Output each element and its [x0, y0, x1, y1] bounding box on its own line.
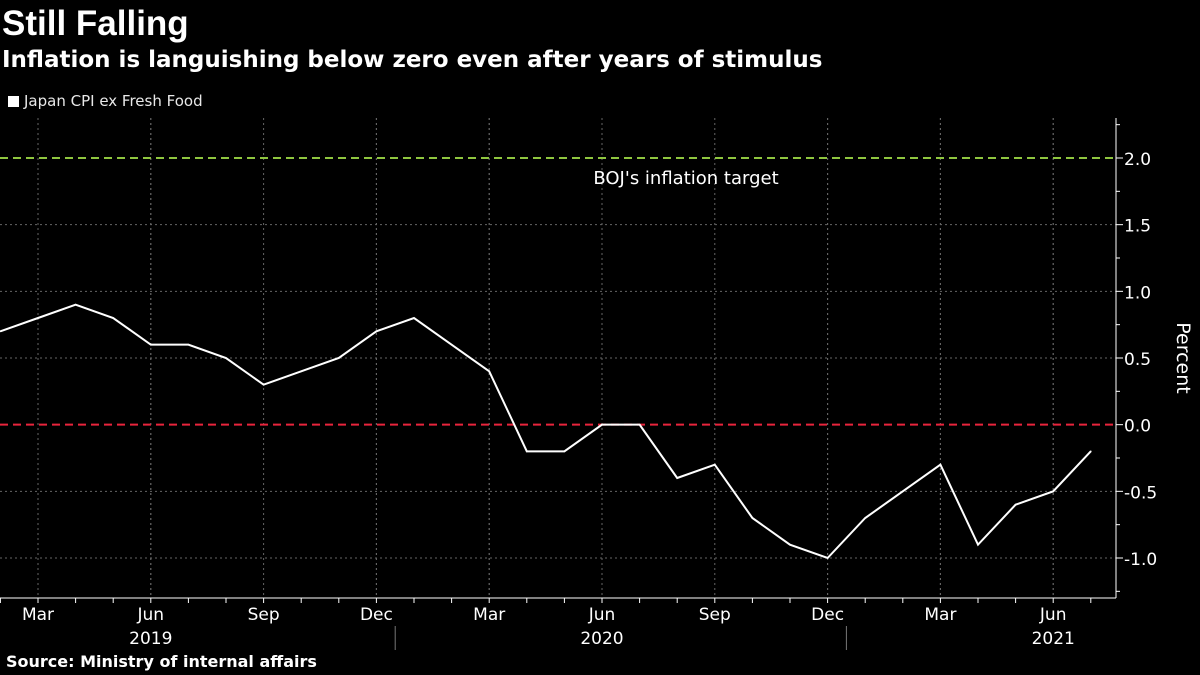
target-annotation: BOJ's inflation target	[593, 168, 778, 189]
data-point	[826, 557, 829, 559]
y-tick-label: 2.0	[1124, 150, 1151, 170]
y-tick-label: -1.0	[1124, 550, 1157, 570]
data-point	[1052, 490, 1054, 493]
data-point	[939, 463, 942, 466]
data-point	[413, 317, 415, 319]
data-point	[638, 423, 641, 426]
data-point	[526, 450, 528, 453]
x-tick-label: Jun	[588, 605, 616, 625]
data-point	[300, 370, 303, 373]
legend: Japan CPI ex Fresh Food	[8, 90, 203, 112]
y-tick-label: -0.5	[1124, 483, 1157, 503]
y-tick-label: 0.0	[1124, 417, 1151, 437]
data-point	[601, 423, 603, 426]
data-point	[676, 477, 678, 479]
x-tick-label: Sep	[248, 605, 280, 625]
data-point	[338, 357, 340, 359]
chart-subtitle: Inflation is languishing below zero even…	[2, 47, 823, 73]
data-point	[563, 450, 566, 453]
legend-label: Japan CPI ex Fresh Food	[24, 92, 203, 110]
x-tick-label: Mar	[473, 605, 505, 625]
data-point	[187, 343, 190, 346]
data-point	[864, 517, 866, 519]
legend-swatch	[8, 95, 19, 107]
data-point	[375, 330, 378, 333]
data-point	[262, 383, 265, 386]
data-point	[902, 490, 904, 493]
data-point	[112, 317, 114, 319]
x-tick-label: Jun	[137, 605, 165, 625]
series-layer	[0, 303, 1092, 560]
x-year-label: 2021	[1032, 629, 1075, 649]
source-note: Source: Ministry of internal affairs	[6, 652, 317, 671]
x-tick-label: Dec	[360, 605, 393, 625]
data-point	[1090, 450, 1092, 453]
data-point	[150, 343, 152, 346]
data-point	[37, 317, 39, 319]
reference-lines: BOJ's inflation target	[0, 157, 1116, 426]
x-year-label: 2019	[129, 629, 172, 649]
data-point	[74, 303, 77, 306]
y-tick-label: 1.5	[1124, 217, 1151, 237]
y-tick-label: 1.0	[1124, 283, 1151, 303]
data-point	[488, 370, 491, 373]
x-tick-label: Mar	[924, 605, 956, 625]
x-year-label: 2020	[580, 629, 623, 649]
data-point	[751, 517, 754, 519]
y-tick-label: 0.5	[1124, 350, 1151, 370]
data-point	[450, 343, 453, 346]
axes: -1.0 -0.5 0.0 0.5 1.0 1.5 2.0 Percent Mar Jun Sep D…	[0, 118, 1194, 650]
grid-layer	[0, 118, 1116, 598]
x-tick-label: Mar	[22, 605, 54, 625]
data-point	[789, 543, 791, 546]
x-tick-label: Sep	[699, 605, 731, 625]
y-axis-title: Percent	[1172, 322, 1194, 394]
data-point	[225, 357, 227, 359]
data-point	[714, 463, 716, 466]
series-line	[0, 303, 1092, 560]
x-tick-label: Jun	[1039, 605, 1067, 625]
data-point	[1014, 503, 1017, 506]
chart-title: Still Falling	[2, 4, 189, 43]
data-point	[0, 330, 2, 333]
data-point	[977, 543, 979, 546]
x-tick-label: Dec	[811, 605, 844, 625]
